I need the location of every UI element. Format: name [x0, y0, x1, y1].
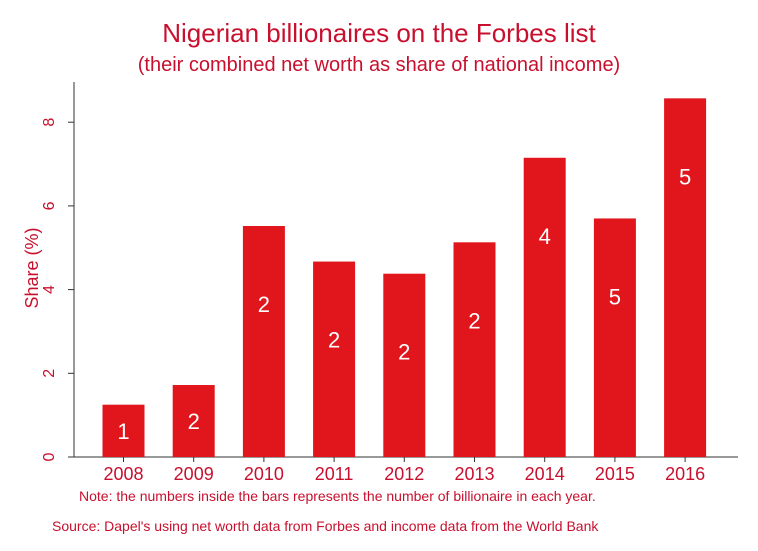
bar	[313, 261, 356, 457]
x-tick-label: 2011	[315, 464, 354, 484]
bar-count-label: 2	[468, 308, 480, 333]
bar	[593, 218, 636, 457]
bar	[383, 273, 426, 457]
x-tick-label: 2008	[103, 464, 143, 484]
bar-count-label: 2	[188, 409, 200, 434]
bar	[172, 385, 215, 457]
bar	[523, 157, 566, 457]
x-tick-label: 2014	[525, 464, 565, 484]
bar-count-label: 5	[609, 284, 621, 309]
x-tick-label: 2012	[384, 464, 424, 484]
x-tick-label: 2010	[244, 464, 284, 484]
bar-count-label: 2	[398, 340, 410, 365]
y-tick-label: 2	[41, 369, 58, 378]
chart-subtitle: (their combined net worth as share of na…	[137, 54, 621, 76]
bar-count-label: 2	[258, 292, 270, 317]
y-tick-label: 4	[41, 285, 58, 294]
chart-source: Source: Dapel's using net worth data fro…	[52, 518, 599, 534]
bar-count-label: 5	[679, 164, 691, 189]
x-tick-label: 2013	[454, 464, 494, 484]
bar	[242, 225, 285, 457]
y-axis-label: Share (%)	[22, 227, 42, 308]
y-axis: 0 2 4 6 8	[41, 82, 75, 461]
chart-title: Nigerian billionaires on the Forbes list	[162, 18, 596, 48]
chart-note: Note: the numbers inside the bars repres…	[79, 488, 596, 504]
bar	[664, 98, 707, 458]
bar	[102, 404, 145, 457]
bars: 1 2 2 2 2 2 4 5 5	[102, 98, 707, 458]
x-tick-label: 2015	[595, 464, 635, 484]
bar-count-label: 4	[539, 224, 551, 249]
y-tick-label: 0	[41, 452, 58, 461]
x-tick-label: 2009	[174, 464, 214, 484]
x-tick-label: 2016	[665, 464, 705, 484]
y-tick-label: 8	[41, 118, 58, 127]
y-tick-label: 6	[41, 201, 58, 210]
bar-count-label: 1	[117, 419, 129, 444]
bar	[453, 242, 496, 457]
x-axis: 2008 2009 2010 2011 2012 2013 2014 2015 2016	[74, 456, 738, 484]
bar-count-label: 2	[328, 328, 340, 353]
